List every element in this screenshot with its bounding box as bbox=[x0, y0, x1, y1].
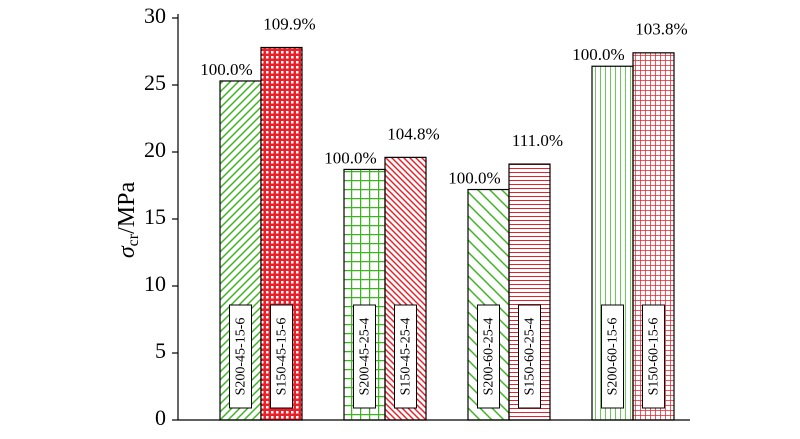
y-label-unit: /MPa bbox=[114, 182, 140, 234]
y-tick-label: 15 bbox=[144, 204, 166, 229]
bar-label-box bbox=[518, 304, 541, 409]
y-label-subscript: cr bbox=[125, 233, 142, 246]
bar-label: S200-60-15-6 bbox=[606, 318, 621, 396]
bar-annotation: 100.0% bbox=[572, 45, 624, 64]
bar-label: S200-45-25-4 bbox=[358, 318, 373, 396]
y-tick-label: 5 bbox=[155, 338, 166, 363]
bar-label: S150-60-15-6 bbox=[647, 318, 662, 396]
bar-annotation: 100.0% bbox=[200, 60, 252, 79]
y-tick-label: 25 bbox=[144, 70, 166, 95]
bar-label-box bbox=[229, 304, 252, 409]
bar-label-box bbox=[270, 304, 293, 409]
bar-label: S200-45-15-6 bbox=[234, 318, 249, 396]
bar-annotation: 100.0% bbox=[448, 168, 500, 187]
bar-label-box bbox=[477, 304, 500, 409]
bar-label-box bbox=[642, 304, 665, 409]
y-axis-label: σcr/MPa bbox=[114, 182, 142, 259]
y-tick-label: 0 bbox=[155, 405, 166, 430]
bar-annotation: 103.8% bbox=[635, 20, 687, 39]
bar-annotation: 100.0% bbox=[324, 148, 376, 167]
bar-label: S150-60-25-4 bbox=[523, 318, 538, 396]
y-tick-label: 20 bbox=[144, 137, 166, 162]
bar-label: S200-60-25-4 bbox=[482, 318, 497, 396]
bar-annotation: 109.9% bbox=[263, 14, 315, 33]
y-tick-label: 10 bbox=[144, 271, 166, 296]
bar-label-box bbox=[601, 304, 624, 409]
y-label-symbol: σ bbox=[114, 245, 140, 258]
bar-label: S150-45-15-6 bbox=[275, 318, 290, 396]
bar-label: S150-45-25-4 bbox=[399, 318, 414, 396]
y-tick-label: 30 bbox=[144, 3, 166, 28]
bar-label-box bbox=[353, 304, 376, 409]
bar-annotation: 111.0% bbox=[512, 131, 563, 150]
bar-annotation: 104.8% bbox=[387, 124, 439, 143]
bar-label-box bbox=[394, 304, 417, 409]
